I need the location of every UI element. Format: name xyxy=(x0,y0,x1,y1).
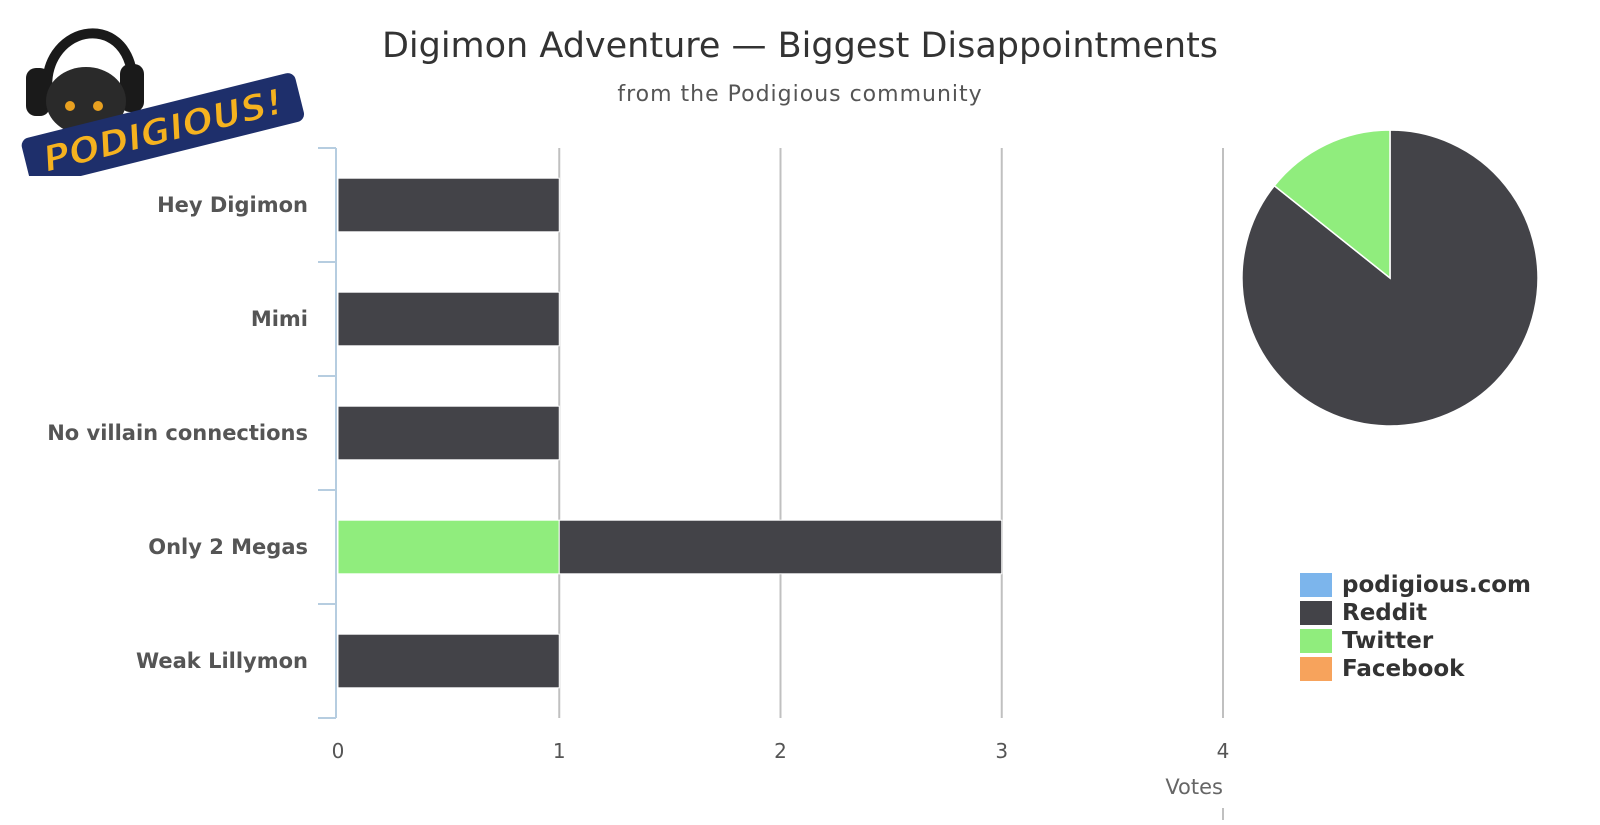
legend-item[interactable]: podigious.com xyxy=(1300,571,1531,599)
chart-subtitle: from the Podigious community xyxy=(617,82,983,107)
bar-segment-reddit[interactable] xyxy=(337,177,560,233)
x-tick-label: 3 xyxy=(995,739,1008,763)
legend-item[interactable]: Facebook xyxy=(1300,655,1531,683)
pie-slice-twitter[interactable] xyxy=(1273,129,1391,280)
legend-label: podigious.com xyxy=(1342,572,1531,598)
podigious-logo: PODIGIOUS! xyxy=(21,28,305,176)
headphone-left xyxy=(26,68,50,116)
category-label: Only 2 Megas xyxy=(148,535,308,559)
legend-swatch xyxy=(1300,657,1332,681)
legend-swatch xyxy=(1300,629,1332,653)
x-tick-label: 1 xyxy=(553,739,566,763)
chart-title: Digimon Adventure — Biggest Disappointme… xyxy=(381,26,1219,66)
legend-swatch xyxy=(1300,573,1332,597)
bar-segment-twitter[interactable] xyxy=(337,519,560,575)
legend-label: Facebook xyxy=(1342,656,1465,682)
legend-item[interactable]: Reddit xyxy=(1300,599,1531,627)
logo-banner xyxy=(21,73,305,176)
x-tick-label: 2 xyxy=(774,739,787,763)
x-axis-title: Votes xyxy=(1165,775,1223,799)
category-label: Weak Lillymon xyxy=(136,649,308,673)
category-label: Mimi xyxy=(251,307,308,331)
category-label: Hey Digimon xyxy=(157,193,308,217)
bar-segment-reddit[interactable] xyxy=(337,291,560,347)
headphone-right xyxy=(120,64,144,112)
bar-segment-reddit[interactable] xyxy=(337,405,560,461)
mascot-head xyxy=(46,67,126,135)
legend: podigious.com Reddit Twitter Facebook xyxy=(1300,571,1531,683)
legend-label: Reddit xyxy=(1342,600,1428,626)
x-tick-label: 0 xyxy=(332,739,345,763)
pie-chart xyxy=(1241,129,1539,427)
legend-swatch xyxy=(1300,601,1332,625)
x-tick-label: 4 xyxy=(1217,739,1230,763)
category-label: No villain connections xyxy=(47,421,308,445)
bar-segment-reddit[interactable] xyxy=(558,519,1003,575)
legend-item[interactable]: Twitter xyxy=(1300,627,1531,655)
legend-label: Twitter xyxy=(1342,628,1434,654)
bar-segment-reddit[interactable] xyxy=(337,633,560,689)
headphones-band xyxy=(42,28,138,97)
